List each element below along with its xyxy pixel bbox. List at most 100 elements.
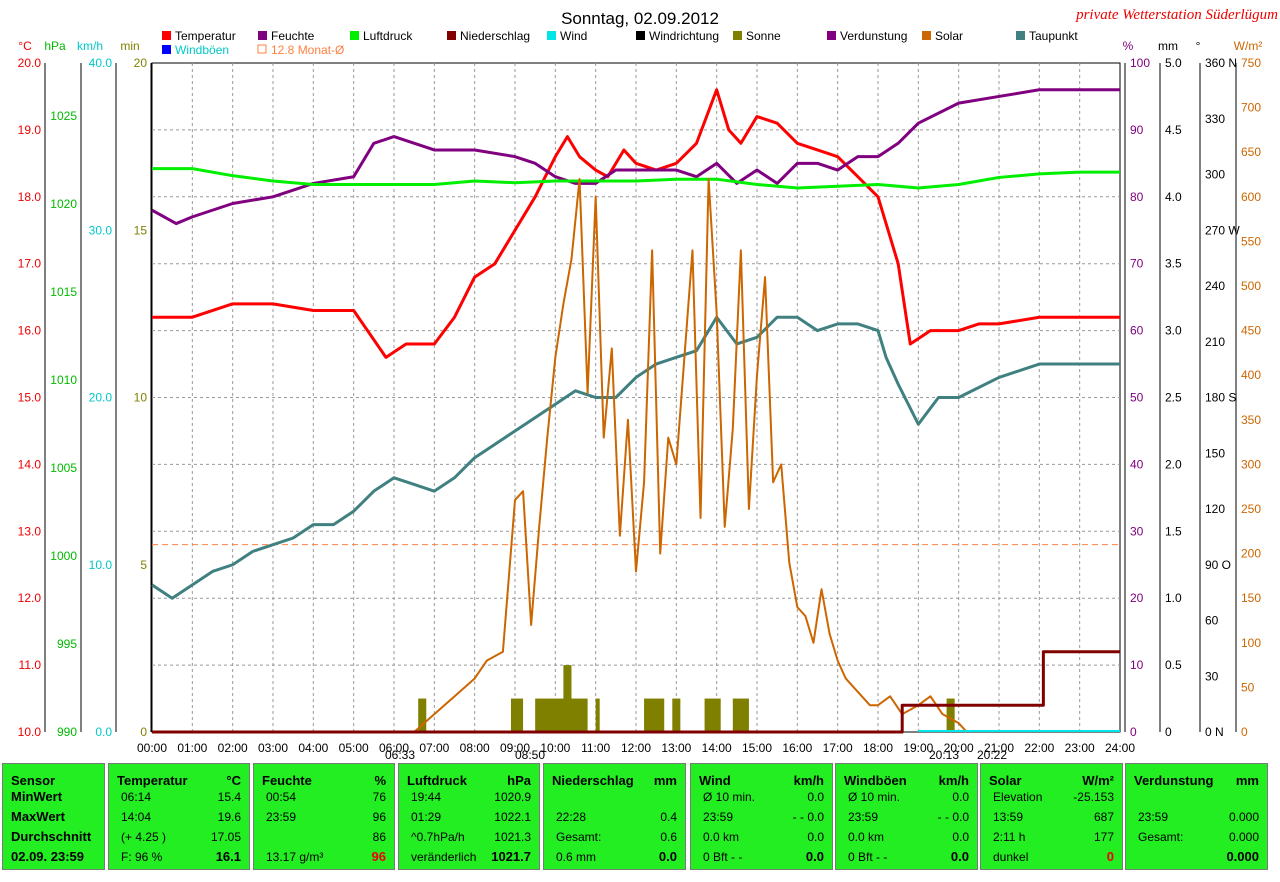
rain-tick-label: 2.5 [1165,391,1182,405]
solar-tick-label: 150 [1241,591,1261,605]
sun-time-label: 20:22 [977,748,1007,762]
humidity-unit-label: % [1123,39,1134,53]
panel-row-value: 0.6 [660,830,677,844]
legend-label: Niederschlag [460,29,530,43]
pressure-tick-label: 1000 [50,549,77,563]
panel-row-label: MaxWert [11,809,65,824]
rain-tick-label: 3.0 [1165,324,1182,338]
panel-row-label: 23:59 [266,810,297,824]
temp-tick-label: 16.0 [18,324,42,338]
sun_min-tick-label: 20 [134,56,148,70]
panel-row-value: 0.0 [950,849,969,864]
panel-row-value: 1021.7 [491,849,531,864]
panel-row-value: 96 [372,810,386,824]
temp-tick-label: 15.0 [18,391,42,405]
panel-box-windböen: Windböen km/h Ø 10 min. 0.0 23:59 - - 0.0 0.0 … [835,763,978,870]
series-taupunkt [151,315,1120,600]
panel-row-label: 2:11 h [993,830,1026,844]
solar-tick-label: 100 [1241,636,1261,650]
legend-swatch [350,31,359,40]
wind-tick-label: 0.0 [95,725,112,739]
panel-row-value: 1022.1 [494,810,531,824]
pressure-tick-label: 1005 [50,461,77,475]
temp-tick-label: 12.0 [18,591,42,605]
station-name: private Wetterstation Süderlügum [1075,7,1278,23]
panel-row-label: Durchschnitt [11,829,92,844]
x-tick-label: 04:00 [298,741,328,755]
panel-row-label: MinWert [11,789,63,804]
panel-row-label: ^0.7hPa/h [411,830,465,844]
solar-tick-label: 0 [1241,725,1248,739]
panel-row-label: Gesamt: [1138,830,1184,844]
solar-tick-label: 250 [1241,502,1261,516]
panel-row-label: 01:29 [411,810,442,824]
legend-swatch [547,31,556,40]
x-tick-label: 10:00 [540,741,570,755]
pressure-unit-label: hPa [44,39,66,53]
series-feuchte [151,88,1120,226]
legend-swatch [257,44,267,54]
panel-row-value: 0.0 [952,790,969,804]
pressure-tick-label: 990 [57,725,77,739]
x-tick-label: 20:00 [944,741,974,755]
sunshine-bar [644,698,665,732]
legend-swatch [636,31,645,40]
x-tick-label: 03:00 [258,741,288,755]
legend-swatch [447,31,456,40]
legend-label: Verdunstung [840,29,907,43]
pressure-tick-label: 1015 [50,285,77,299]
panel-box-solar: Solar W/m² Elevation -25.153 13:59 687 2:11 h 1… [980,763,1123,870]
x-tick-label: 19:00 [903,741,933,755]
pressure-tick-label: 1010 [50,373,77,387]
panel-row-label: F: 96 % [121,850,163,864]
legend-swatch [827,31,836,40]
panel-row-value: 687 [1093,810,1114,824]
temp-tick-label: 17.0 [18,257,42,271]
direction-tick-label: 150 [1205,446,1225,460]
chart-axes: 00:00 01:00 02:00 03:00 04:00 05:00 06:00 07:00… [18,39,1263,762]
x-tick-label: 16:00 [782,741,812,755]
sun-time-label: 20:13 [929,748,959,762]
panel-row-value: 0.000 [1226,849,1259,864]
panel-header: Temperatur [117,773,188,788]
rain-tick-label: 1.5 [1165,524,1182,538]
direction-unit-label: ° [1196,39,1201,53]
panel-row-label: veränderlich [411,850,477,864]
pressure-tick-label: 1025 [50,109,77,123]
x-tick-label: 18:00 [863,741,893,755]
panel-row-value: -25.153 [1073,790,1114,804]
x-tick-label: 17:00 [823,741,853,755]
x-tick-label: 15:00 [742,741,772,755]
legend-swatch [162,45,171,54]
series-solar [413,177,968,733]
panel-row-value: 86 [372,830,386,844]
x-tick-label: 12:00 [621,741,651,755]
temp-tick-label: 10.0 [18,725,42,739]
humidity-tick-label: 0 [1130,725,1137,739]
solar-tick-label: 200 [1241,547,1261,561]
pressure-tick-label: 1020 [50,197,77,211]
panel-box-temperatur: Temperatur °C 06:14 15.4 14:04 19.6 (+ 4.25 ) 1… [108,763,250,870]
panel-header: Niederschlag [552,773,634,788]
sun_min-tick-label: 15 [134,223,148,237]
solar-tick-label: 650 [1241,145,1261,159]
sunshine-bar [418,698,427,732]
humidity-tick-label: 10 [1130,658,1144,672]
panel-unit: km/h [938,773,969,788]
solar-tick-label: 550 [1241,234,1261,248]
panel-row-label: Elevation [993,790,1043,804]
panel-row-value: 17.05 [210,830,241,844]
panel-row-value: 16.1 [215,849,241,864]
panel-row-value: 76 [372,790,386,804]
humidity-tick-label: 100 [1130,56,1150,70]
legend-label: Windrichtung [649,29,719,43]
plot-area [151,88,1120,734]
wind-tick-label: 30.0 [89,223,113,237]
panel-row-value: 0.0 [952,830,969,844]
legend-label: Luftdruck [363,29,413,43]
legend-label: Temperatur [175,29,236,43]
panel-row-label: dunkel [993,850,1029,864]
panel-row-label: 0.0 km [703,830,740,844]
x-tick-label: 24:00 [1105,741,1135,755]
wind-tick-label: 40.0 [89,56,113,70]
